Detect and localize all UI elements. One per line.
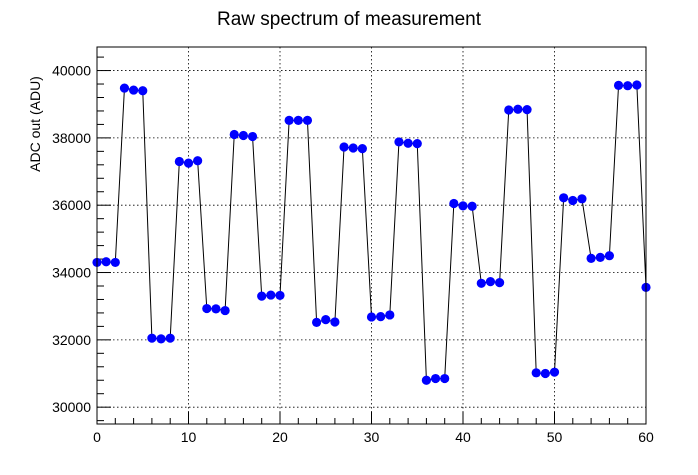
data-point [476,278,486,288]
data-point [430,373,441,384]
data-point [623,81,633,91]
y-tick-label: 32000 [52,332,91,348]
data-point [604,251,615,261]
data-point [366,312,377,322]
data-point [632,80,642,90]
x-tick-label: 50 [547,429,563,445]
data-point [504,105,514,115]
data-point [522,105,532,115]
y-tick-label: 34000 [52,265,91,281]
data-point [138,86,148,96]
tick-labels: 0 10 20 30 40 50 60 30000 32000 34000 36000 38000 40… [52,63,654,445]
y-tick-label: 36000 [52,197,91,213]
x-tick-label: 20 [272,429,288,445]
data-point [348,143,358,153]
data-point [559,193,569,203]
x-tick-label: 40 [455,429,471,445]
data-series [92,80,651,385]
data-point [147,333,157,343]
grid-lines [96,47,647,424]
data-point [330,317,340,327]
data-point [110,257,120,268]
data-point [293,115,303,125]
data-point [385,310,395,320]
data-point [403,138,413,148]
data-point [247,131,258,142]
x-tick-label: 0 [93,429,101,445]
data-point [568,195,578,206]
y-tick-label: 38000 [52,130,91,146]
data-point [540,368,550,379]
data-point [549,367,560,377]
x-tick-label: 30 [364,429,380,445]
data-point [357,144,367,154]
data-point [421,375,431,385]
data-point [586,253,596,263]
y-tick-label: 40000 [52,63,91,79]
data-point [376,312,386,322]
x-tick-label: 10 [181,429,197,445]
data-point [238,130,248,141]
x-tick-label: 60 [638,429,654,445]
data-point [339,142,349,152]
data-point [412,139,422,149]
data-point [394,137,404,147]
data-point [595,252,605,262]
y-axis-label: ADC out (ADU) [27,76,43,172]
plot-frame [96,46,647,425]
data-point [220,305,230,316]
data-point [211,304,221,314]
data-point [202,303,212,314]
data-point [165,333,175,343]
data-point [312,317,322,327]
data-point [513,104,523,114]
data-point [119,83,130,93]
data-point [284,115,294,125]
data-point [449,198,459,209]
data-point [229,129,239,140]
data-point [613,80,624,90]
data-point [467,201,477,211]
data-point [458,201,468,211]
data-point [174,156,184,167]
data-point [531,368,541,378]
data-point [321,315,331,325]
data-point [266,290,276,300]
data-point [275,290,285,301]
data-point [577,194,587,204]
data-point [193,156,203,166]
data-point [302,115,313,125]
data-point [257,291,267,301]
data-point [485,277,496,287]
data-point [183,158,194,168]
y-tick-label: 30000 [52,399,91,415]
data-point [440,373,450,384]
data-point [129,85,139,95]
data-point [156,334,166,344]
data-point [495,278,505,288]
chart-title: Raw spectrum of measurement [217,9,482,30]
data-point [101,257,111,267]
